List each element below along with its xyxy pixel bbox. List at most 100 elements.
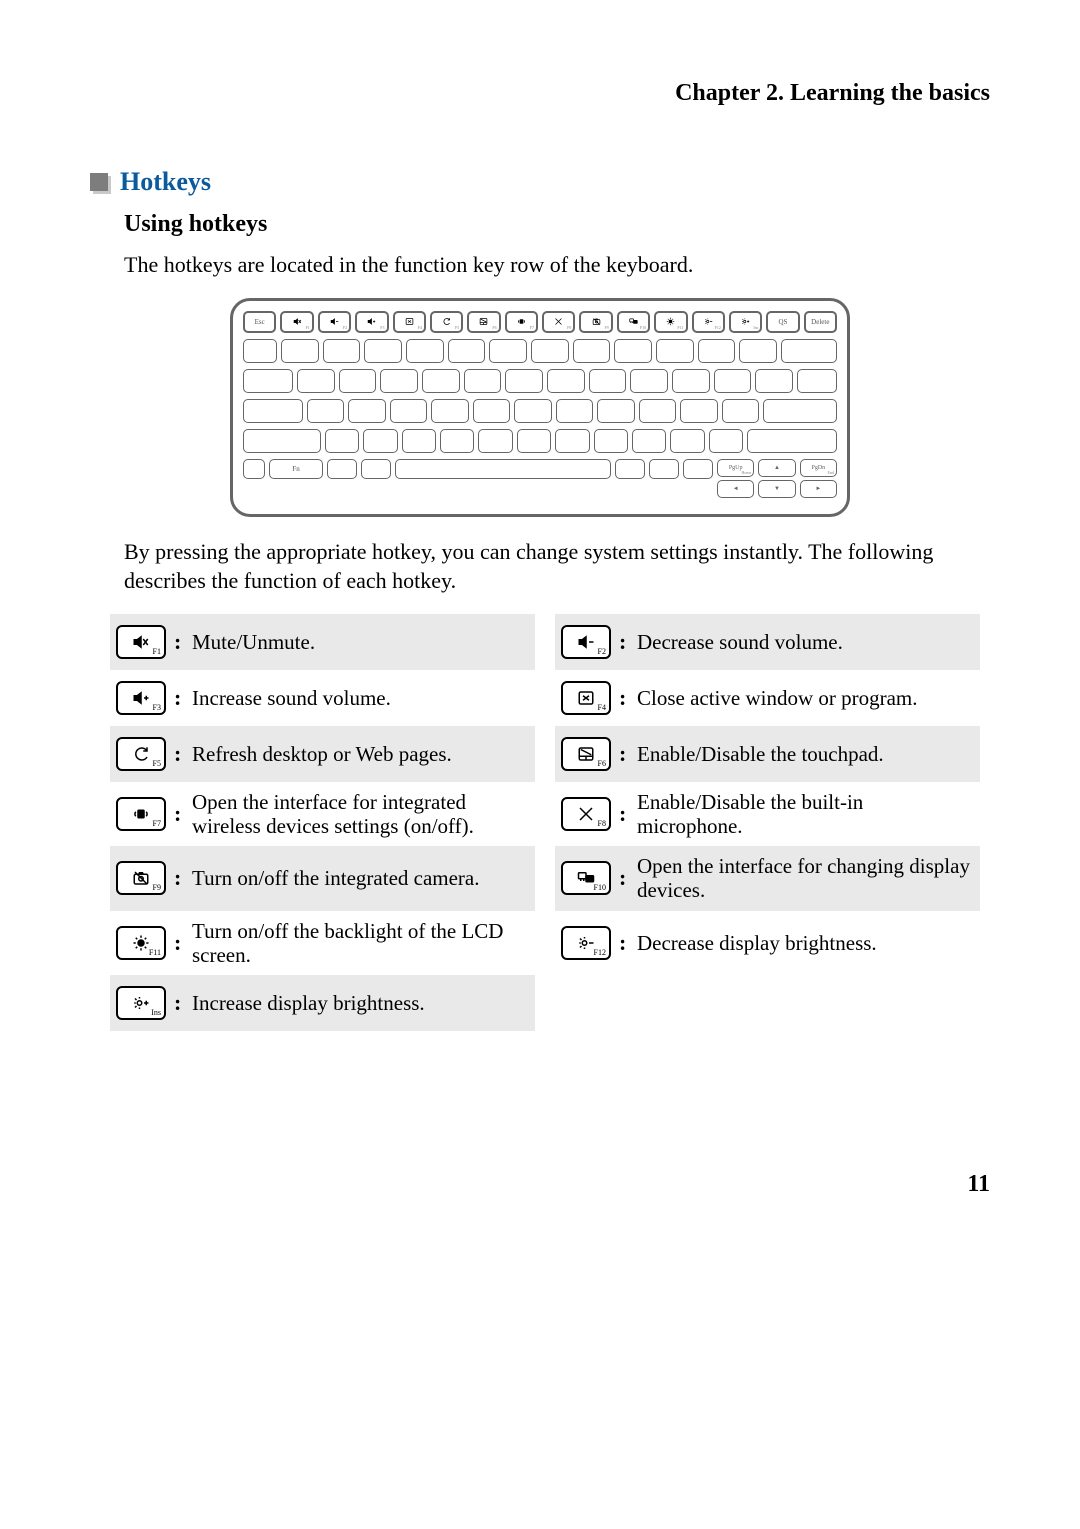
up-arrow-icon: ▲ — [774, 465, 780, 471]
colon: : — [619, 629, 629, 655]
page-number: 11 — [90, 1171, 990, 1198]
refresh-icon — [132, 745, 150, 763]
kb-key-blank — [597, 399, 634, 423]
keycap-f9: F9 — [116, 861, 166, 895]
hotkey-item-f11: F11 : Turn on/off the backlight of the L… — [110, 911, 535, 975]
key-sub: F4 — [598, 703, 606, 712]
kb-key-blank — [243, 429, 321, 453]
kb-key-left: ◄ — [717, 480, 754, 498]
hotkey-item-f4: F4 : Close active window or program. — [555, 670, 980, 726]
key-sub: F5 — [153, 759, 161, 768]
kb-key-blank — [630, 369, 668, 393]
kb-key-blank — [307, 399, 344, 423]
keycap-f2: F2 — [561, 625, 611, 659]
kb-key-blank — [339, 369, 377, 393]
hotkey-item-f2: F2 : Decrease sound volume. — [555, 614, 980, 670]
kb-fn-key: F5 — [430, 311, 463, 333]
hotkey-item-ins: Ins : Increase display brightness. — [110, 975, 535, 1031]
camera-icon — [132, 869, 150, 887]
kb-key-blank — [363, 429, 397, 453]
key-sub: F9 — [153, 883, 161, 892]
kb-key-pgup: PgUpHome — [717, 459, 754, 477]
kb-key-blank — [489, 339, 527, 363]
colon: : — [174, 801, 184, 827]
key-sub: F11 — [149, 948, 161, 957]
pgup-sub: Home — [742, 470, 752, 475]
kb-key-blank — [448, 339, 486, 363]
kb-fn-key: F8 — [542, 311, 575, 333]
kb-key-blank — [514, 399, 551, 423]
kb-key-blank — [680, 399, 717, 423]
kb-key-blank — [431, 399, 468, 423]
kb-key-blank — [243, 459, 265, 479]
kb-key-blank — [364, 339, 402, 363]
kb-key-blank — [348, 399, 385, 423]
kb-fn-key: Ins — [729, 311, 762, 333]
kb-key-blank — [670, 429, 704, 453]
kb-fn-key: F6 — [467, 311, 500, 333]
kb-fn-key: F4 — [393, 311, 426, 333]
mute-icon — [132, 633, 150, 651]
kb-key-blank — [327, 459, 357, 479]
kb-key-blank — [440, 429, 474, 453]
kb-key-blank — [473, 399, 510, 423]
pgdn-label: PgDn — [811, 465, 825, 471]
kb-key-blank — [698, 339, 736, 363]
colon: : — [174, 629, 184, 655]
colon: : — [619, 930, 629, 956]
hotkey-item-f10: F10 : Open the interface for changing di… — [555, 846, 980, 910]
brightness-down-icon — [577, 934, 595, 952]
kb-key-blank — [464, 369, 502, 393]
kb-key-blank — [683, 459, 713, 479]
kb-fn-key: F11 — [654, 311, 687, 333]
key-sub: F1 — [153, 647, 161, 656]
kb-key-blank — [649, 459, 679, 479]
kb-key-blank — [656, 339, 694, 363]
kb-key-blank — [402, 429, 436, 453]
desc-f12: Decrease display brightness. — [637, 931, 877, 955]
kb-key-space — [395, 459, 611, 479]
colon: : — [174, 990, 184, 1016]
colon: : — [174, 685, 184, 711]
hotkey-item-f5: F5 : Refresh desktop or Web pages. — [110, 726, 535, 782]
kb-key-blank — [573, 339, 611, 363]
kb-key-blank — [714, 369, 752, 393]
kb-key-blank — [722, 399, 759, 423]
kb-fn-key: F1 — [280, 311, 313, 333]
hotkey-item-f9: F9 : Turn on/off the integrated camera. — [110, 846, 535, 910]
pgup-label: PgUp — [729, 465, 743, 471]
kb-row-3 — [243, 399, 837, 423]
kb-key-blank — [531, 339, 569, 363]
key-sub: F8 — [598, 819, 606, 828]
kb-fn-key: QS — [766, 311, 799, 333]
kb-key-blank — [672, 369, 710, 393]
key-sub: F6 — [598, 759, 606, 768]
kb-key-blank — [406, 339, 444, 363]
kb-key-blank — [505, 369, 543, 393]
kb-fn-key: Delete — [804, 311, 837, 333]
kb-fn-key: F7 — [505, 311, 538, 333]
colon: : — [174, 930, 184, 956]
brightness-up-icon — [132, 994, 150, 1012]
colon: : — [174, 865, 184, 891]
right-arrow-icon: ► — [815, 486, 821, 492]
kb-key-blank — [422, 369, 460, 393]
kb-key-blank — [589, 369, 627, 393]
key-sub: F12 — [594, 948, 606, 957]
kb-key-blank — [639, 399, 676, 423]
kb-key-blank — [747, 429, 837, 453]
keycap-f1: F1 — [116, 625, 166, 659]
kb-key-blank — [325, 429, 359, 453]
kb-fn-key: F9 — [579, 311, 612, 333]
kb-key-right: ► — [800, 480, 837, 498]
kb-fn-key: F3 — [355, 311, 388, 333]
desc-f11: Turn on/off the backlight of the LCD scr… — [192, 919, 529, 967]
backlight-icon — [132, 934, 150, 952]
key-sub: F3 — [153, 703, 161, 712]
microphone-icon — [577, 805, 595, 823]
subsection-title: Using hotkeys — [124, 211, 990, 238]
kb-key-fn: Fn — [269, 459, 323, 479]
kb-fn-key: F12 — [692, 311, 725, 333]
display-icon — [577, 869, 595, 887]
hotkey-item-f1: F1 : Mute/Unmute. — [110, 614, 535, 670]
